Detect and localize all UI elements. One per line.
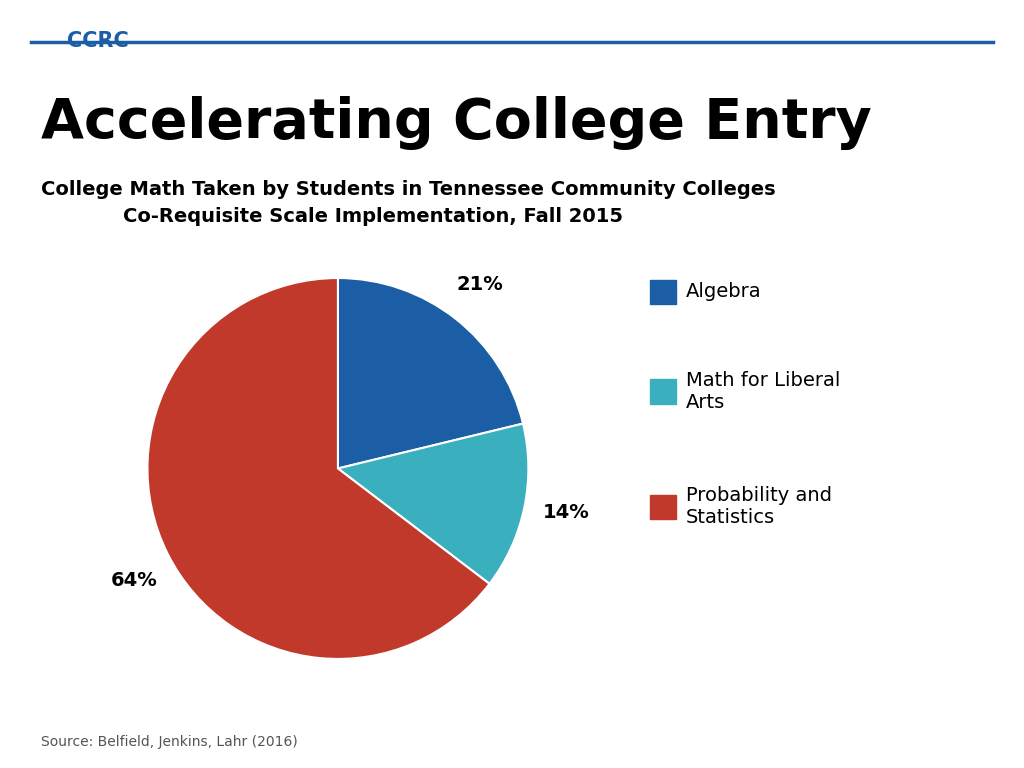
Text: 21%: 21% [457,276,504,294]
Text: 64%: 64% [111,571,158,590]
Text: Probability and
Statistics: Probability and Statistics [686,486,833,528]
Text: Math for Liberal
Arts: Math for Liberal Arts [686,371,841,412]
Text: Source: Belfield, Jenkins, Lahr (2016): Source: Belfield, Jenkins, Lahr (2016) [41,735,298,749]
Wedge shape [338,424,528,584]
Text: College Math Taken by Students in Tennessee Community Colleges: College Math Taken by Students in Tennes… [41,180,775,200]
Text: CCRC: CCRC [67,31,128,51]
Wedge shape [147,278,489,659]
Wedge shape [338,278,523,468]
Text: 14%: 14% [543,502,590,521]
Text: Co-Requisite Scale Implementation, Fall 2015: Co-Requisite Scale Implementation, Fall … [123,207,623,227]
Text: Accelerating College Entry: Accelerating College Entry [41,96,871,150]
Text: Algebra: Algebra [686,283,762,301]
